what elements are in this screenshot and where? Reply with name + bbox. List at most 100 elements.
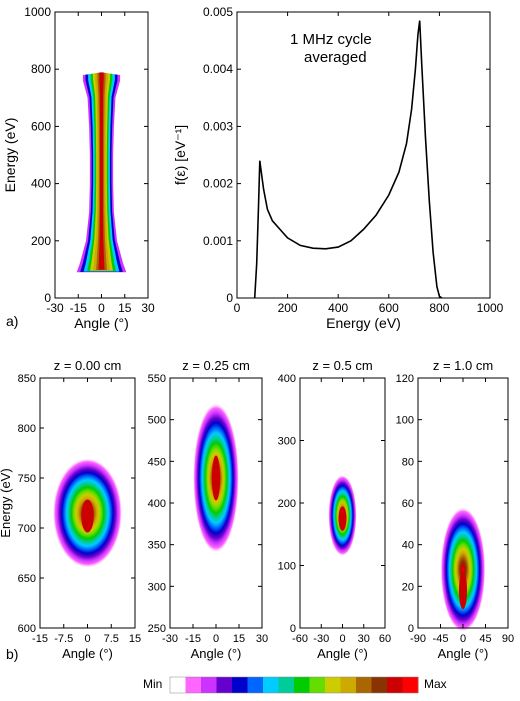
a-right-frame [236,11,491,299]
b-4-peak [458,571,468,610]
a-right-xtick-label: 800 [429,301,449,315]
b-4-xtick-label: 45 [479,633,491,645]
a-left-xtick-label: 15 [118,301,132,315]
colorbar-swatch [170,677,186,693]
b-2-ytick-label: 350 [148,540,166,552]
a-left-ytick-label: 800 [31,62,51,76]
colorbar-swatch [232,677,248,693]
b-2-xtick-label: -15 [185,633,201,645]
colorbar-swatch [309,677,326,693]
a-right-xtick-label: 1000 [477,301,504,315]
b-4-ytick-label: 20 [402,581,414,593]
b-4-axes: -90 -45 0 45 90 0 20 40 60 80 100 120 Angle (°) z = 1… [396,358,514,661]
b-3-peak [338,506,347,531]
colorbar [169,676,419,694]
a-left-contour-7 [98,72,105,270]
b-1-ytick-label: 800 [18,423,36,435]
a-right-xlabel: Energy (eV) [326,315,401,331]
b-2-ytick-label: 300 [148,581,166,593]
colorbar-swatch [387,677,403,693]
b-3-xtick-label: 60 [379,633,391,645]
b-2-ytick-label: 250 [148,623,166,635]
b-1-ytick-label: 600 [18,623,36,635]
b-4-title: z = 1.0 cm [433,358,493,373]
colorbar-swatch [356,677,372,693]
a-left-ytick-label: 600 [31,119,51,133]
colorbar-min-label: Min [143,677,162,691]
b-4-blob [440,507,486,633]
a-left-axes: -30 -15 0 15 30 0 200 400 600 800 1000 Angle (°) Ene… [2,5,155,331]
b-4-heatmap [440,507,486,633]
b-3-ytick-label: 100 [278,561,296,573]
b-2-xtick-label: -30 [162,633,178,645]
b-2-heatmap [193,403,239,553]
a-right-series-line [253,20,443,299]
b-4-xtick-label: -45 [433,633,449,645]
b-2-ytick-label: 500 [148,415,166,427]
colorbar-max-label: Max [424,677,447,691]
b-4-xtick-label: 0 [460,633,466,645]
b-3-axes: -60 -30 0 30 60 0 100 200 300 400 Angle (°) z = 0.5… [278,358,391,661]
a-right-axes: 0 200 400 600 800 1000 0 0.001 0.002 0.003 0.004 0.… [172,5,504,331]
b-3-xtick-label: -60 [292,633,308,645]
b-4-ytick-label: 0 [408,623,414,635]
a-right-xtick-label: 0 [234,301,241,315]
b-2-xtick-label: 0 [213,633,219,645]
b-1-xtick-label: 15 [129,633,141,645]
a-left-xtick-label: 30 [141,301,155,315]
b-3-heatmap [328,474,357,557]
b-2-axes: -30 -15 0 15 30 250 300 350 400 450 500 550 Angle (°… [148,358,268,661]
panel-label-b: b) [6,646,18,662]
b-1-xtick-label: -7.5 [54,633,73,645]
a-right-ytick-label: 0.004 [203,62,233,76]
b-3-xlabel: Angle (°) [317,646,368,661]
b-4-ytick-label: 80 [402,456,414,468]
b-4-ytick-label: 120 [396,373,414,385]
colorbar-swatch [371,677,388,693]
b-2-title: z = 0.25 cm [182,358,250,373]
b-2-ytick-label: 400 [148,498,166,510]
b-3-ytick-label: 0 [290,623,296,635]
annotation-line-2: averaged [304,49,367,66]
b-1-heatmap [52,458,123,568]
a-right-ytick-label: 0.002 [203,177,233,191]
b-4-xlabel: Angle (°) [438,646,489,661]
colorbar-frame [169,676,419,694]
colorbar-swatch [340,677,357,693]
b-2-xtick-label: 30 [256,633,268,645]
b-2-ytick-label: 550 [148,373,166,385]
b-1-xlabel: Angle (°) [62,646,113,661]
b-3-title: z = 0.5 cm [312,358,372,373]
a-left-heatmap [76,72,127,273]
a-right-xtick-label: 200 [278,301,298,315]
b-3-ytick-label: 400 [278,373,296,385]
a-left-ytick-label: 400 [31,177,51,191]
b-1-ylabel: Energy (eV) [0,468,13,537]
a-left-xtick-label: -15 [70,301,88,315]
b-1-xtick-label: -15 [32,633,48,645]
b-3-xtick-label: -30 [313,633,329,645]
colorbar-swatch [263,677,279,693]
a-left-ytick-label: 200 [31,234,51,248]
a-left-ytick-label: 0 [44,291,51,305]
colorbar-swatch [201,677,217,693]
b-2-ytick-label: 450 [148,456,166,468]
a-right-ytick-label: 0.003 [203,119,233,133]
a-right-ytick-label: 0 [226,291,233,305]
b-4-ytick-label: 40 [402,540,414,552]
a-right-xtick-label: 600 [379,301,399,315]
b-1-xtick-label: 7.5 [104,633,119,645]
b-1-title: z = 0.00 cm [54,358,122,373]
colorbar-swatch [216,677,233,693]
b-4-xtick-label: 90 [502,633,514,645]
b-1-xtick-label: 0 [84,633,90,645]
b-2-xlabel: Angle (°) [191,646,242,661]
a-right-ytick-label: 0.001 [203,234,233,248]
b-2-peak [211,455,221,501]
b-1-ytick-label: 650 [18,573,36,585]
colorbar-swatch [294,677,310,693]
colorbar-swatch [325,677,341,693]
b-1-ytick-label: 700 [18,523,36,535]
a-left-ylabel: Energy (eV) [2,118,18,193]
b-3-xtick-label: 0 [339,633,345,645]
